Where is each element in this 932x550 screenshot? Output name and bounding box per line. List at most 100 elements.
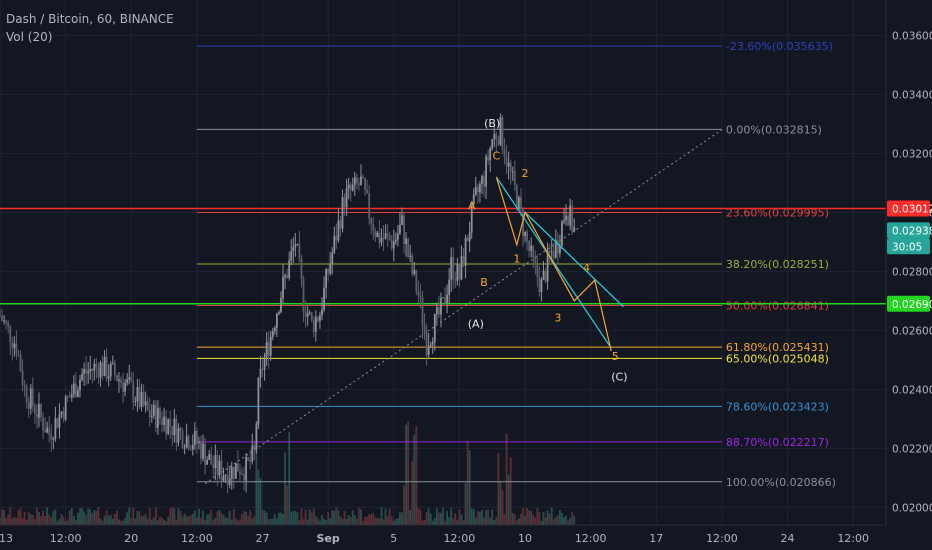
- candle-body: [93, 363, 96, 371]
- volume-bar: [448, 517, 451, 525]
- candle-body: [513, 170, 516, 185]
- candle-body: [263, 356, 266, 370]
- volume-bar: [210, 509, 213, 525]
- volume-bar: [294, 511, 297, 525]
- volume-bar: [142, 515, 145, 525]
- candle-body: [435, 307, 438, 315]
- candle-body: [520, 197, 522, 210]
- candle-body: [132, 381, 135, 402]
- candle-body: [103, 356, 106, 376]
- volume-bar: [329, 518, 332, 525]
- volume-bar: [136, 511, 139, 525]
- price-axis[interactable]: 0.0360000.0340000.0320000.0300000.028000…: [885, 0, 932, 550]
- candle-body: [183, 447, 186, 449]
- volume-bar: [257, 469, 260, 525]
- volume-bar: [118, 519, 120, 525]
- volume-bar: [271, 518, 274, 525]
- candle-body: [169, 419, 172, 427]
- horizontal-lines[interactable]: [0, 207, 886, 305]
- volume-bar: [116, 510, 118, 525]
- candle-body: [403, 215, 405, 245]
- wave-annotations[interactable]: (B) C 2 A 1 4 B (A) 3 5 (C): [468, 117, 628, 384]
- volume-indicator-label[interactable]: Vol (20): [6, 30, 53, 44]
- volume-bar: [419, 510, 422, 525]
- volume-bar: [573, 516, 576, 525]
- volume-bar: [224, 517, 227, 525]
- volume-bar: [226, 517, 229, 525]
- fib-level-label: 50.00%(0.026841): [726, 300, 829, 313]
- candle-body: [11, 342, 14, 348]
- time-tick-label: 12:00: [575, 532, 607, 545]
- volume-bar: [282, 513, 284, 525]
- symbol-title[interactable]: Dash / Bitcoin, 60, BINANCE: [6, 12, 174, 26]
- candle-body: [296, 243, 299, 245]
- candle-body: [497, 140, 500, 145]
- volume-bar: [351, 510, 354, 525]
- candle-body: [216, 455, 219, 475]
- volume-bar: [382, 519, 385, 525]
- volume-bar: [380, 507, 383, 525]
- candle-body: [413, 270, 416, 274]
- volume-bar: [284, 452, 286, 525]
- volume-bar: [454, 513, 457, 525]
- volume-bar: [249, 510, 252, 525]
- candle-body: [210, 454, 213, 465]
- candle-body: [161, 418, 163, 425]
- time-axis[interactable]: 13 12:00 20 12:00 27 Sep 5 12:00 10 12:00 17 12:00 2…: [0, 524, 932, 550]
- candle-body: [399, 224, 401, 234]
- volume-bar: [394, 518, 397, 525]
- candle-body: [105, 356, 108, 379]
- candle-body: [405, 238, 407, 245]
- candle-body: [23, 385, 26, 387]
- candle-body: [288, 260, 291, 279]
- volume-bar: [407, 421, 410, 525]
- candle-body: [13, 343, 16, 348]
- candle-body: [271, 331, 274, 338]
- candle-body: [83, 369, 85, 374]
- volume-bar: [505, 433, 508, 525]
- volume-bar: [405, 424, 407, 525]
- candle-body: [0, 315, 1, 317]
- candle-body: [5, 320, 8, 323]
- candle-body: [89, 368, 92, 372]
- volume-bar: [526, 508, 528, 525]
- trend-line[interactable]: [204, 129, 723, 485]
- price-badge-label: 0.029389: [892, 225, 932, 237]
- candle-body: [349, 184, 352, 191]
- volume-bar: [442, 507, 444, 525]
- volume-bar: [462, 520, 465, 525]
- volume-bar: [499, 482, 502, 525]
- volume-bar: [440, 512, 442, 525]
- volume-bar: [366, 516, 369, 525]
- volume-bar: [56, 520, 59, 525]
- candle-body: [431, 341, 434, 345]
- candle-body: [341, 197, 344, 229]
- time-tick-label: 12:00: [837, 532, 869, 545]
- candle-body: [54, 418, 57, 439]
- candle-body: [255, 424, 258, 450]
- volume-bar: [179, 511, 182, 525]
- candle-body: [81, 373, 83, 380]
- candle-body: [208, 454, 211, 460]
- volume-bar: [487, 509, 490, 525]
- candle-body: [261, 368, 264, 370]
- candle-body: [489, 148, 492, 161]
- volume-bar: [321, 515, 323, 525]
- candle-body: [335, 235, 338, 241]
- candle-body: [362, 176, 364, 178]
- candle-body: [415, 270, 418, 292]
- candle-body: [290, 250, 293, 261]
- candle-body: [556, 240, 559, 254]
- volume-bar: [306, 519, 309, 525]
- candle-body: [70, 394, 73, 398]
- volume-bar: [222, 514, 225, 525]
- volume-bar: [290, 511, 293, 525]
- price-tick-label: 0.024000: [892, 384, 932, 396]
- volume-bar: [275, 518, 278, 525]
- candle-body: [173, 418, 176, 436]
- fibonacci-retracement[interactable]: -23.60%(0.035635) 0.00%(0.032815) 23.60%(0…: [196, 40, 836, 489]
- candle-body: [278, 312, 280, 314]
- candle-body: [386, 233, 389, 235]
- volume-bar: [433, 518, 436, 525]
